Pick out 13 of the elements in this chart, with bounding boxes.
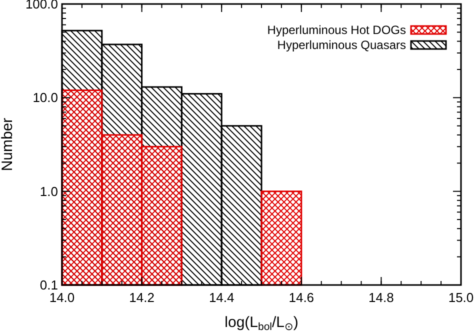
legend-label: Hyperluminous Quasars <box>277 38 406 52</box>
y-tick-label: 10.0 <box>32 90 58 106</box>
y-tick-label: 0.1 <box>40 278 58 293</box>
x-axis-title: log(L$_{bol}$/L$_{⊙}$) <box>224 314 298 334</box>
x-tick-label: 14.0 <box>49 290 75 305</box>
x-tick-label: 14.2 <box>129 290 154 305</box>
x-tick-label: 15.0 <box>448 290 474 305</box>
x-tick-label: 14.4 <box>208 290 234 305</box>
x-tick-label: 14.8 <box>368 290 394 305</box>
y-axis-title: Number <box>0 118 16 172</box>
legend-label: Hyperluminous Hot DOGs <box>267 23 406 38</box>
x-tick-label: 14.6 <box>288 290 314 305</box>
y-tick-label: 1.0 <box>40 184 58 199</box>
